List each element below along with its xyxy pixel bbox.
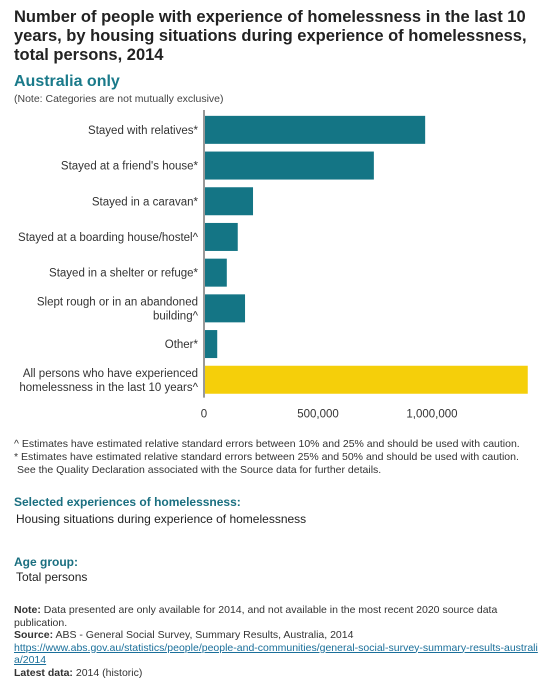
latest-line: Latest data: 2014 (historic): [14, 667, 544, 680]
category-label: All persons who have experienced: [23, 368, 198, 380]
footnote-caret: ^ Estimates have estimated relative stan…: [14, 438, 520, 450]
source-block: Note: Data presented are only available …: [14, 604, 544, 679]
footnote-star: * Estimates have estimated relative stan…: [14, 451, 519, 463]
source-line: Source: ABS - General Social Survey, Sum…: [14, 629, 544, 642]
category-label: building^: [153, 310, 199, 322]
note-text: Data presented are only available for 20…: [14, 604, 498, 629]
bar[interactable]: [205, 294, 246, 323]
category-label: Stayed in a caravan*: [92, 196, 199, 208]
chart-subtitle: Australia only: [14, 73, 120, 90]
category-label: Stayed with relatives*: [88, 125, 198, 137]
note-label: Note:: [14, 604, 41, 616]
age-group-label: Age group:: [14, 555, 78, 569]
categories-note: (Note: Categories are not mutually exclu…: [14, 93, 224, 105]
category-label: Stayed at a friend's house*: [61, 161, 199, 173]
latest-label: Latest data:: [14, 666, 73, 679]
latest-text: 2014 (historic): [75, 666, 143, 679]
experiences-value: Housing situations during experience of …: [16, 512, 307, 526]
bar[interactable]: [205, 151, 374, 180]
chart-title: Number of people with experience of home…: [14, 8, 527, 64]
category-label: homelessness in the last 10 years^: [19, 382, 198, 394]
category-label: Slept rough or in an abandoned: [37, 296, 198, 308]
category-label: Stayed in a shelter or refuge*: [49, 268, 198, 280]
category-label: Stayed at a boarding house/hostel^: [18, 232, 199, 244]
footnote-quality: See the Quality Declaration associated w…: [17, 464, 382, 476]
bar[interactable]: [205, 115, 426, 144]
category-label: Other*: [165, 339, 199, 351]
bar[interactable]: [205, 258, 227, 287]
bar[interactable]: [205, 330, 218, 359]
source-text: ABS - General Social Survey, Summary Res…: [55, 629, 354, 641]
x-tick-label: 1,000,000: [406, 409, 457, 421]
x-tick-label: 0: [201, 409, 207, 421]
source-link[interactable]: https://www.abs.gov.au/statistics/people…: [14, 641, 538, 667]
age-group-value: Total persons: [16, 570, 88, 584]
experiences-label: Selected experiences of homelessness:: [14, 495, 241, 509]
link-line: https://www.abs.gov.au/statistics/people…: [14, 642, 544, 667]
bar[interactable]: [205, 365, 528, 394]
bar-chart: Stayed with relatives* Stayed at a friend…: [18, 110, 528, 421]
bar[interactable]: [205, 222, 238, 251]
source-label: Source:: [14, 629, 54, 641]
bar[interactable]: [205, 187, 254, 216]
note-line: Note: Data presented are only available …: [14, 604, 544, 629]
x-tick-label: 500,000: [297, 409, 339, 421]
footnotes: ^ Estimates have estimated relative stan…: [14, 438, 554, 477]
